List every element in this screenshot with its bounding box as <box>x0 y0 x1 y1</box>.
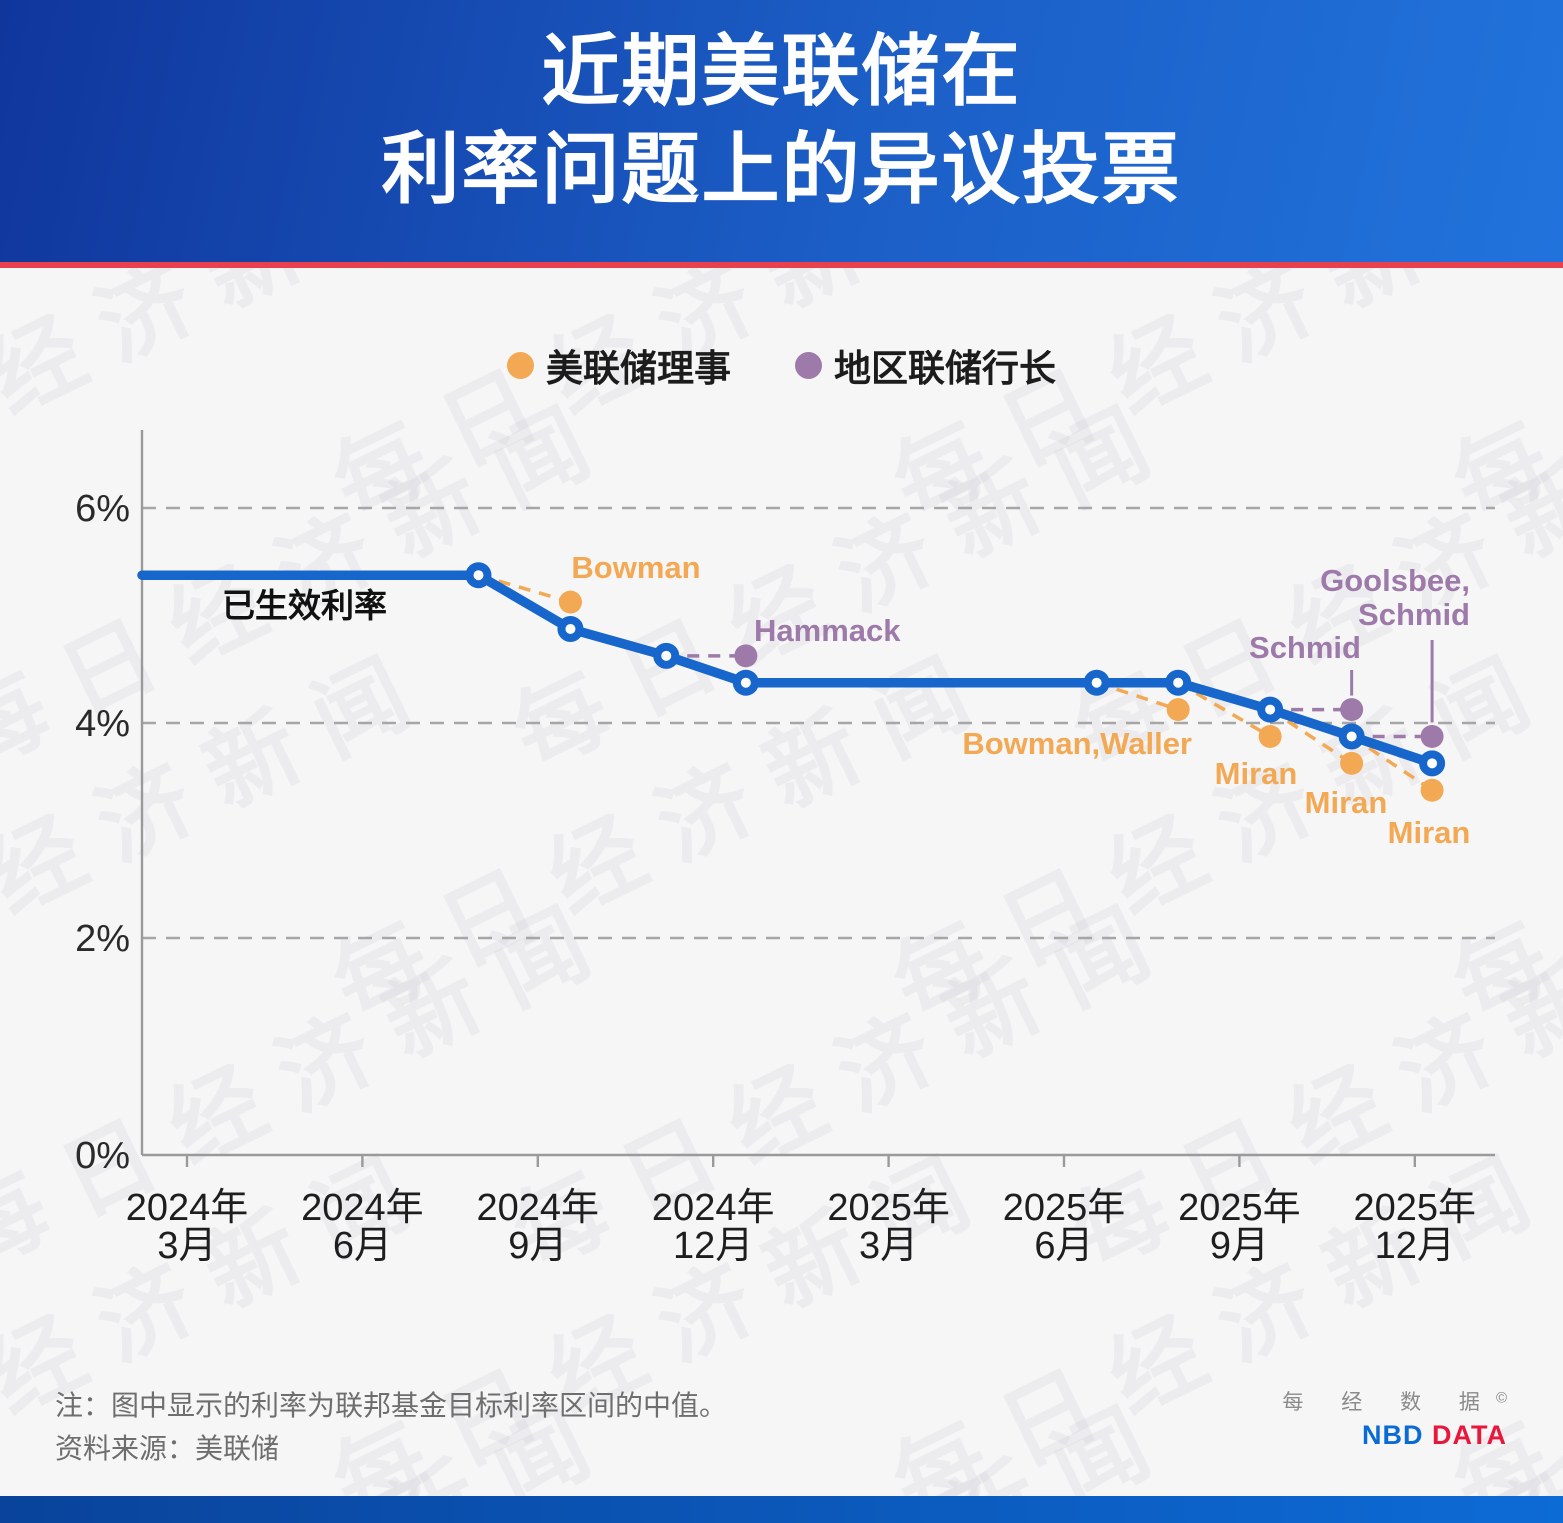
dissent-label-6: Schmid <box>1358 597 1470 632</box>
x-axis-label: 2024年 <box>652 1187 775 1229</box>
fomc-point-marker <box>465 562 492 589</box>
legend-item-president: 地区联储行长 <box>795 338 1056 392</box>
dissent-connector-7 <box>1350 734 1434 792</box>
x-axis-label: 2024年 <box>126 1187 249 1229</box>
page-title: 近期美联储在 利率问题上的异议投票 <box>0 22 1563 218</box>
y-axis-label: 6% <box>75 488 130 530</box>
logo-data-text: DATA <box>1432 1420 1507 1450</box>
y-axis-label: 0% <box>75 1135 130 1177</box>
dissent-dot-4 <box>1340 698 1364 722</box>
fomc-point-marker <box>557 615 584 642</box>
legend-label-governor: 美联储理事 <box>546 348 731 389</box>
dissent-label-3: Miran <box>1215 756 1298 791</box>
dissent-label-6: Goolsbee, <box>1320 563 1470 598</box>
dissent-label-5: Miran <box>1305 785 1388 820</box>
dissent-connector-0 <box>477 573 571 604</box>
fomc-point-marker <box>1257 696 1284 723</box>
x-axis-label: 12月 <box>1375 1225 1455 1267</box>
x-axis-label: 3月 <box>157 1225 216 1267</box>
page-title-line2: 利率问题上的异议投票 <box>381 125 1182 213</box>
legend-label-president: 地区联储行长 <box>834 348 1056 389</box>
logo-cn-text: 每 经 数 据 <box>1282 1391 1496 1414</box>
chart-legend: 美联储理事 地区联储行长 <box>0 338 1563 392</box>
dissent-connector-2 <box>1096 681 1179 712</box>
copyright-icon: © <box>1495 1389 1507 1407</box>
dissent-dot-3 <box>1258 724 1282 748</box>
effective-rate-label: 已生效利率 <box>222 587 387 624</box>
dissent-connector-3 <box>1177 681 1272 738</box>
fomc-point-marker <box>732 669 759 696</box>
dissent-label-0: Bowman <box>571 550 700 585</box>
dissent-label-4: Schmid <box>1249 630 1361 665</box>
page-title-line1: 近期美联储在 <box>541 27 1022 115</box>
x-axis-label: 2025年 <box>827 1187 950 1229</box>
x-axis-label: 6月 <box>1034 1225 1093 1267</box>
dissent-connector-5 <box>1269 708 1353 765</box>
dissent-dot-2 <box>1166 698 1190 722</box>
x-axis-label: 2025年 <box>1003 1187 1126 1229</box>
dissent-label-2: Bowman,Waller <box>962 726 1192 761</box>
fomc-point-marker <box>1165 669 1192 696</box>
legend-item-governor: 美联储理事 <box>507 338 731 392</box>
source-line: 资料来源：美联储 <box>55 1433 280 1464</box>
dissent-dot-5 <box>1340 751 1364 775</box>
x-axis-label: 2024年 <box>477 1187 600 1229</box>
president-dot-icon <box>795 351 822 379</box>
governor-dot-icon <box>507 351 534 379</box>
dissent-dot-7 <box>1420 778 1444 802</box>
x-axis-label: 2024年 <box>301 1187 424 1229</box>
fomc-point-marker <box>1338 723 1365 750</box>
x-axis-label: 3月 <box>859 1225 918 1267</box>
x-axis-label: 12月 <box>673 1225 753 1267</box>
note-line: 注：图中显示的利率为联邦基金目标利率区间的中值。 <box>55 1390 728 1421</box>
x-axis-label: 2025年 <box>1354 1187 1477 1229</box>
x-axis-label: 9月 <box>1210 1225 1269 1267</box>
x-axis-label: 2025年 <box>1178 1187 1301 1229</box>
logo-nbd-text: NBD <box>1362 1420 1424 1450</box>
header-banner: 近期美联储在 利率问题上的异议投票 <box>0 0 1563 268</box>
fomc-point-marker <box>1419 750 1446 777</box>
dissent-dot-1 <box>734 644 758 668</box>
footnotes: 注：图中显示的利率为联邦基金目标利率区间的中值。 资料来源：美联储 <box>55 1384 727 1470</box>
fomc-point-marker <box>653 642 680 669</box>
dissent-label-1: Hammack <box>754 613 901 648</box>
x-axis-label: 9月 <box>508 1225 567 1267</box>
y-axis-label: 4% <box>75 703 130 745</box>
dissent-label-7: Miran <box>1388 815 1471 850</box>
bottom-accent-bar <box>0 1496 1563 1523</box>
nbd-logo: 每 经 数 据© NBD DATA <box>1282 1386 1507 1451</box>
fomc-point-marker <box>1083 669 1110 696</box>
y-axis-label: 2% <box>75 918 130 960</box>
effective-rate-line <box>137 570 1437 769</box>
x-axis-label: 6月 <box>333 1225 392 1267</box>
dissent-dot-0 <box>558 590 582 614</box>
dissent-dot-6 <box>1420 724 1444 748</box>
